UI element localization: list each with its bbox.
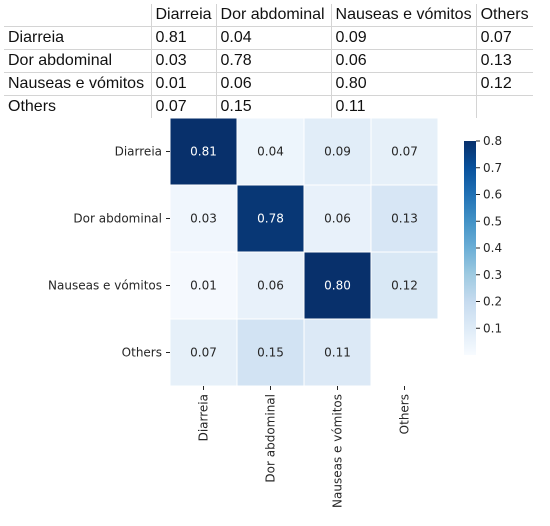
colorbar bbox=[464, 141, 476, 355]
cell-value-label: 0.81 bbox=[190, 145, 217, 159]
cell-value-label: 0.07 bbox=[391, 145, 418, 159]
heatmap-cell bbox=[370, 117, 439, 186]
table-cell: 0.11 bbox=[330, 95, 477, 118]
table-cell: 0.81 bbox=[150, 26, 217, 50]
table-column-header: Diarreia bbox=[150, 4, 217, 27]
heatmap-cell bbox=[169, 117, 238, 186]
table-cell: 0.13 bbox=[475, 49, 533, 73]
y-tick-label: Nauseas e vómitos bbox=[48, 279, 162, 293]
table-column-header: Nauseas e vómitos bbox=[330, 4, 477, 27]
heatmap-cell bbox=[236, 184, 305, 253]
table-cell: 0.15 bbox=[215, 95, 332, 118]
table-row: Nauseas e vómitos 0.01 0.06 0.80 0.12 bbox=[4, 72, 533, 96]
cell-value-label: 0.80 bbox=[324, 279, 351, 293]
heatmap-cell bbox=[303, 184, 372, 253]
cell-value-label: 0.07 bbox=[190, 346, 217, 360]
colorbar-tick-label: 0.2 bbox=[483, 295, 502, 309]
cell-value-label: 0.09 bbox=[324, 145, 351, 159]
table-cell: 0.03 bbox=[150, 49, 217, 73]
table-row-label: Others bbox=[4, 95, 152, 118]
table-row: Others 0.07 0.15 0.11 bbox=[4, 95, 533, 118]
colorbar-tick-label: 0.4 bbox=[483, 241, 502, 255]
heatmap-cell bbox=[370, 184, 439, 253]
x-tick-label: Diarreia bbox=[197, 394, 211, 441]
table-cell: 0.01 bbox=[150, 72, 217, 96]
correlation-table: Diarreia Dor abdominal Nauseas e vómitos… bbox=[4, 4, 533, 118]
table-row: Dor abdominal 0.03 0.78 0.06 0.13 bbox=[4, 49, 533, 73]
colorbar-tick-label: 0.3 bbox=[483, 268, 502, 282]
cell-value-label: 0.04 bbox=[257, 145, 284, 159]
cell-value-label: 0.15 bbox=[257, 346, 284, 360]
table-cell bbox=[475, 95, 533, 118]
cell-value-label: 0.06 bbox=[257, 279, 284, 293]
cell-value-label: 0.11 bbox=[324, 346, 351, 360]
y-tick-label: Others bbox=[122, 346, 162, 360]
colorbar-tick-label: 0.6 bbox=[483, 188, 502, 202]
table-column-header: Dor abdominal bbox=[215, 4, 332, 27]
table-cell: 0.06 bbox=[330, 49, 477, 73]
x-tick-label: Dor abdominal bbox=[264, 394, 278, 483]
table-header-row: Diarreia Dor abdominal Nauseas e vómitos… bbox=[4, 4, 533, 27]
cell-value-label: 0.78 bbox=[257, 212, 284, 226]
cell-value-label: 0.12 bbox=[391, 279, 418, 293]
colorbar-tick-label: 0.1 bbox=[483, 321, 502, 335]
colorbar-tick-label: 0.5 bbox=[483, 214, 502, 228]
table-cell: 0.07 bbox=[150, 95, 217, 118]
heatmap-cell bbox=[303, 117, 372, 186]
heatmap-cell bbox=[370, 251, 439, 320]
cell-value-label: 0.03 bbox=[190, 212, 217, 226]
table-cell: 0.06 bbox=[215, 72, 332, 96]
heatmap-cell bbox=[236, 117, 305, 186]
table-cell: 0.80 bbox=[330, 72, 477, 96]
cell-value-label: 0.06 bbox=[324, 212, 351, 226]
colorbar-tick-label: 0.7 bbox=[483, 161, 502, 175]
colorbar-tick-label: 0.8 bbox=[483, 134, 502, 148]
heatmap-cell bbox=[303, 318, 372, 387]
y-tick-label: Dor abdominal bbox=[73, 212, 162, 226]
table-cell: 0.07 bbox=[475, 26, 533, 50]
cell-value-label: 0.01 bbox=[190, 279, 217, 293]
x-tick-label: Others bbox=[398, 394, 412, 434]
y-tick-label: Diarreia bbox=[115, 145, 162, 159]
table-cell: 0.04 bbox=[215, 26, 332, 50]
x-tick-label: Nauseas e vómitos bbox=[331, 394, 345, 508]
cell-value-label: 0.13 bbox=[391, 212, 418, 226]
table-cell: 0.12 bbox=[475, 72, 533, 96]
table-row-label: Nauseas e vómitos bbox=[4, 72, 152, 96]
